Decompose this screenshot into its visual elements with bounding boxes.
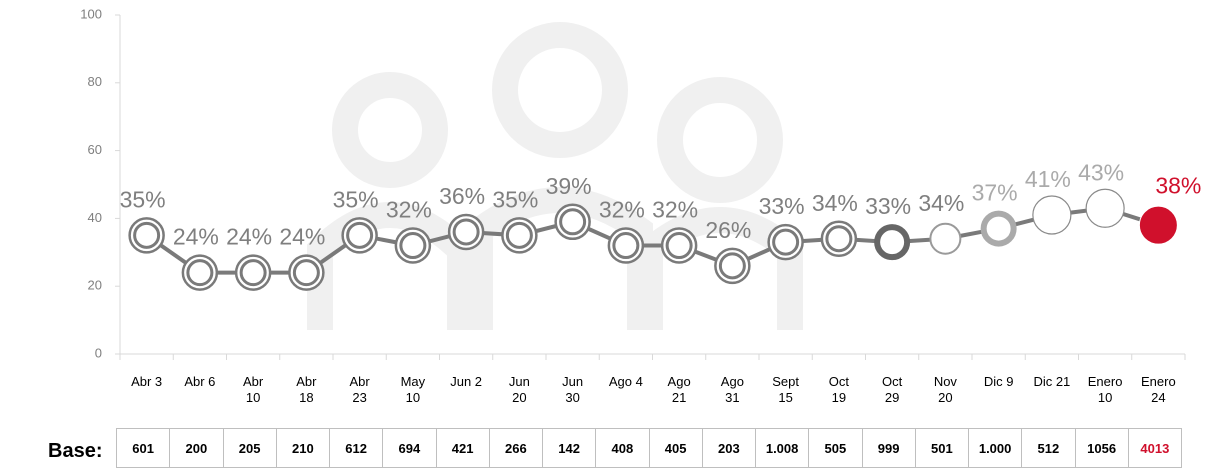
- base-cell: 408: [595, 428, 650, 468]
- x-tick-label: Abr 3: [131, 374, 163, 389]
- data-label: 24%: [173, 224, 219, 250]
- x-tick-label: Dic 21: [1033, 374, 1071, 389]
- background-figures: [307, 22, 803, 330]
- base-cell: 210: [275, 428, 330, 468]
- base-cell: 203: [701, 428, 756, 468]
- marker-inner: [292, 259, 320, 287]
- base-cell: 505: [808, 428, 863, 468]
- data-label: 32%: [652, 197, 698, 223]
- data-label: 26%: [705, 217, 751, 243]
- marker-inner: [452, 218, 480, 246]
- x-tick-label: May 10: [400, 374, 426, 405]
- base-cell: 1.000: [968, 428, 1023, 468]
- marker-inner: [133, 221, 161, 249]
- marker: [929, 222, 962, 255]
- x-tick-label: Jun 20: [508, 374, 530, 405]
- x-tick-label: Enero 24: [1141, 374, 1176, 405]
- base-label: Base:: [48, 440, 103, 462]
- marker-inner: [825, 225, 853, 253]
- marker-inner: [346, 221, 374, 249]
- y-tick-label: 40: [88, 210, 102, 225]
- marker-inner: [772, 228, 800, 256]
- marker: [1032, 195, 1072, 235]
- data-label: 34%: [812, 190, 858, 216]
- data-label: 39%: [546, 173, 592, 199]
- base-cell: 512: [1021, 428, 1076, 468]
- y-tick-label: 100: [80, 6, 102, 21]
- base-cell: 1056: [1074, 428, 1129, 468]
- marker: [980, 210, 1017, 247]
- x-tick-label: Jun 30: [562, 374, 584, 405]
- x-tick-label: Ago 21: [667, 374, 691, 405]
- base-cell: 142: [542, 428, 597, 468]
- base-cell: 601: [116, 428, 171, 468]
- base-cell: 999: [861, 428, 916, 468]
- data-label: 35%: [492, 186, 538, 212]
- marker: [1138, 205, 1178, 245]
- data-label: 41%: [1025, 166, 1071, 192]
- x-tick-label: Ago 4: [608, 374, 643, 389]
- base-cell: 501: [914, 428, 969, 468]
- marker-inner: [186, 259, 214, 287]
- base-cell: 1.008: [755, 428, 810, 468]
- base-cell: 266: [488, 428, 543, 468]
- data-label: 33%: [865, 193, 911, 219]
- data-label: 43%: [1078, 159, 1124, 185]
- base-cell: 205: [222, 428, 277, 468]
- marker-inner: [239, 259, 267, 287]
- data-label: 32%: [599, 197, 645, 223]
- x-tick-label: Abr 23: [349, 374, 370, 405]
- data-label: 35%: [120, 186, 166, 212]
- x-tick-label: Jun 2: [450, 374, 483, 389]
- x-tick-label: Enero 10: [1087, 374, 1123, 405]
- data-label: 38%: [1155, 172, 1201, 198]
- data-label: 24%: [226, 224, 272, 250]
- x-tick-label: Nov 20: [933, 374, 957, 405]
- x-tick-label: Abr 10: [243, 374, 264, 405]
- data-label: 36%: [439, 183, 485, 209]
- marker-inner: [559, 208, 587, 236]
- marker-inner: [612, 232, 640, 260]
- x-tick-label: Sept 15: [772, 374, 799, 405]
- data-label: 24%: [279, 224, 325, 250]
- base-cell: 694: [382, 428, 437, 468]
- data-label: 32%: [386, 197, 432, 223]
- data-label: 33%: [759, 193, 805, 219]
- x-tick-label: Abr 18: [296, 374, 317, 405]
- y-tick-label: 20: [88, 278, 102, 293]
- data-label: 35%: [333, 186, 379, 212]
- base-cell: 4013: [1127, 428, 1182, 468]
- data-label: 37%: [972, 180, 1018, 206]
- x-tick-label: Oct 29: [882, 374, 903, 405]
- marker-inner: [505, 221, 533, 249]
- base-cell: 200: [169, 428, 224, 468]
- base-cell: 612: [329, 428, 384, 468]
- marker: [1085, 188, 1125, 228]
- y-tick-label: 0: [95, 345, 102, 360]
- data-label: 34%: [918, 190, 964, 216]
- x-tick-label: Oct 19: [828, 374, 849, 405]
- x-tick-label: Ago 31: [720, 374, 744, 405]
- y-tick-label: 60: [88, 142, 102, 157]
- marker-inner: [665, 232, 693, 260]
- base-cell: 405: [648, 428, 703, 468]
- marker-inner: [399, 232, 427, 260]
- x-tick-label: Dic 9: [983, 374, 1014, 389]
- y-tick-label: 80: [88, 74, 102, 89]
- base-cell: 421: [435, 428, 490, 468]
- marker: [874, 224, 911, 261]
- marker-inner: [718, 252, 746, 280]
- x-tick-label: Abr 6: [184, 374, 216, 389]
